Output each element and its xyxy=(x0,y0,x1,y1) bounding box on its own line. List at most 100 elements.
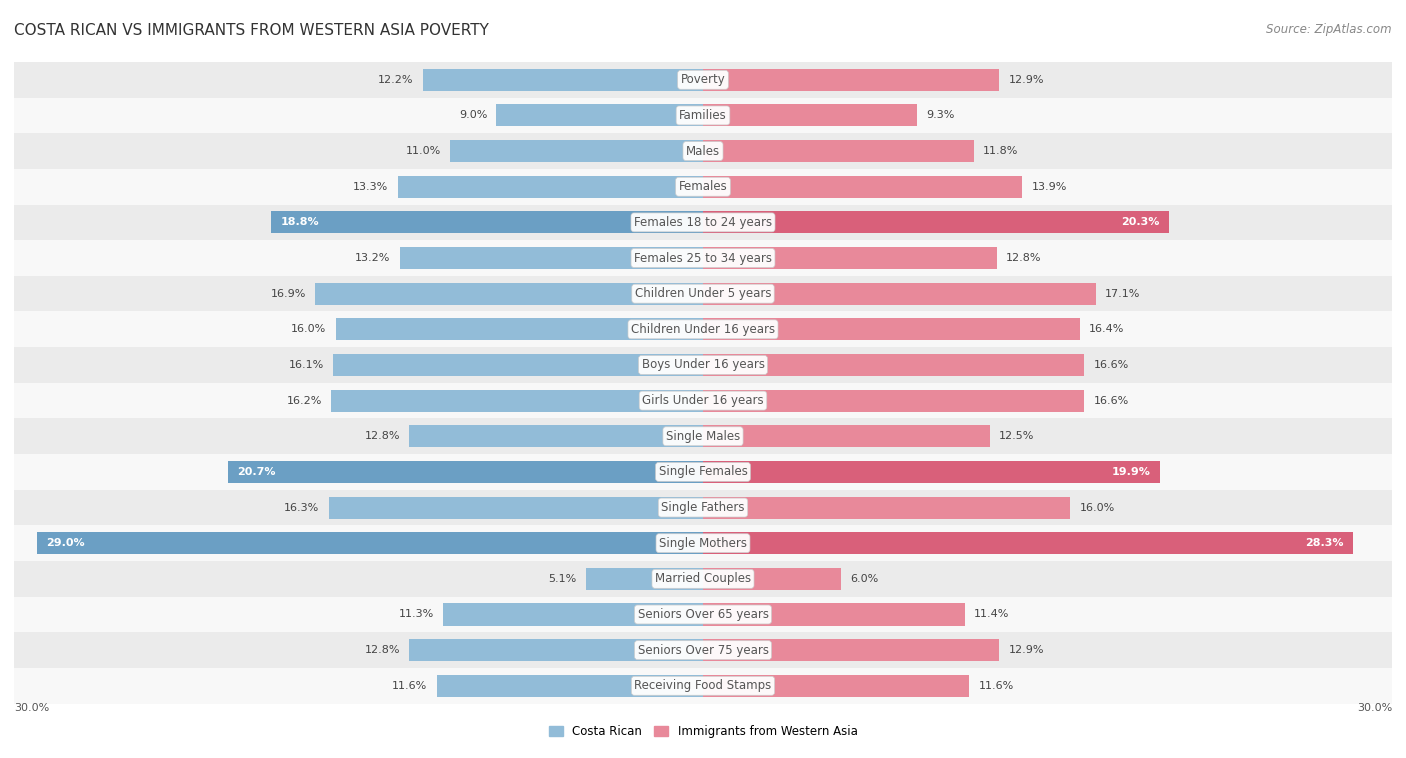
Bar xyxy=(14,383,1392,418)
Bar xyxy=(14,133,1392,169)
Text: 12.8%: 12.8% xyxy=(364,431,399,441)
Text: 12.8%: 12.8% xyxy=(364,645,399,655)
Bar xyxy=(586,568,703,590)
Text: Girls Under 16 years: Girls Under 16 years xyxy=(643,394,763,407)
Text: Seniors Over 65 years: Seniors Over 65 years xyxy=(637,608,769,621)
Bar xyxy=(14,454,1392,490)
Text: Poverty: Poverty xyxy=(681,74,725,86)
Text: 11.6%: 11.6% xyxy=(392,681,427,691)
Text: 13.3%: 13.3% xyxy=(353,182,388,192)
Text: 6.0%: 6.0% xyxy=(851,574,879,584)
Text: 9.3%: 9.3% xyxy=(925,111,955,121)
Text: 30.0%: 30.0% xyxy=(14,703,49,713)
Text: Females 25 to 34 years: Females 25 to 34 years xyxy=(634,252,772,265)
Text: Children Under 5 years: Children Under 5 years xyxy=(634,287,772,300)
Text: 11.6%: 11.6% xyxy=(979,681,1014,691)
Bar xyxy=(14,418,1392,454)
Text: Seniors Over 75 years: Seniors Over 75 years xyxy=(637,644,769,656)
Text: Single Males: Single Males xyxy=(666,430,740,443)
Bar xyxy=(703,639,1000,661)
Bar xyxy=(37,532,703,554)
Bar xyxy=(14,312,1392,347)
Text: 16.6%: 16.6% xyxy=(1094,360,1129,370)
Text: Boys Under 16 years: Boys Under 16 years xyxy=(641,359,765,371)
Text: Source: ZipAtlas.com: Source: ZipAtlas.com xyxy=(1267,23,1392,36)
Text: Married Couples: Married Couples xyxy=(655,572,751,585)
Bar xyxy=(14,62,1392,98)
Bar xyxy=(14,347,1392,383)
Bar xyxy=(333,354,703,376)
Text: 12.9%: 12.9% xyxy=(1008,645,1043,655)
Text: 13.2%: 13.2% xyxy=(356,253,391,263)
Text: Females 18 to 24 years: Females 18 to 24 years xyxy=(634,216,772,229)
Bar xyxy=(443,603,703,625)
Text: Single Females: Single Females xyxy=(658,465,748,478)
Text: 5.1%: 5.1% xyxy=(548,574,576,584)
Bar xyxy=(14,276,1392,312)
Text: COSTA RICAN VS IMMIGRANTS FROM WESTERN ASIA POVERTY: COSTA RICAN VS IMMIGRANTS FROM WESTERN A… xyxy=(14,23,489,38)
Bar xyxy=(409,639,703,661)
Text: 16.4%: 16.4% xyxy=(1088,324,1125,334)
Bar xyxy=(703,496,1070,518)
Text: 30.0%: 30.0% xyxy=(1357,703,1392,713)
Text: 16.3%: 16.3% xyxy=(284,503,319,512)
Bar xyxy=(703,176,1022,198)
Text: 9.0%: 9.0% xyxy=(458,111,486,121)
Bar xyxy=(450,140,703,162)
Bar xyxy=(703,69,1000,91)
Bar xyxy=(330,390,703,412)
Text: Single Fathers: Single Fathers xyxy=(661,501,745,514)
Text: 20.7%: 20.7% xyxy=(236,467,276,477)
Bar xyxy=(14,632,1392,668)
Text: 11.4%: 11.4% xyxy=(974,609,1010,619)
Text: Females: Females xyxy=(679,180,727,193)
Text: 12.8%: 12.8% xyxy=(1007,253,1042,263)
Text: 17.1%: 17.1% xyxy=(1105,289,1140,299)
Bar xyxy=(703,425,990,447)
Text: 16.0%: 16.0% xyxy=(1080,503,1115,512)
Text: 12.2%: 12.2% xyxy=(378,75,413,85)
Text: 16.2%: 16.2% xyxy=(287,396,322,406)
Text: 28.3%: 28.3% xyxy=(1305,538,1344,548)
Bar xyxy=(14,240,1392,276)
Text: 12.9%: 12.9% xyxy=(1008,75,1043,85)
Bar xyxy=(703,247,997,269)
Bar xyxy=(703,532,1353,554)
Bar xyxy=(14,169,1392,205)
Text: 16.1%: 16.1% xyxy=(288,360,323,370)
Text: Single Mothers: Single Mothers xyxy=(659,537,747,550)
Text: Families: Families xyxy=(679,109,727,122)
Bar xyxy=(228,461,703,483)
Bar xyxy=(437,675,703,697)
Text: 11.3%: 11.3% xyxy=(399,609,434,619)
Text: 16.9%: 16.9% xyxy=(270,289,305,299)
Text: 29.0%: 29.0% xyxy=(46,538,84,548)
Bar xyxy=(703,140,974,162)
Bar xyxy=(703,390,1084,412)
Bar xyxy=(703,461,1160,483)
Bar xyxy=(14,561,1392,597)
Bar xyxy=(315,283,703,305)
Bar xyxy=(329,496,703,518)
Text: Receiving Food Stamps: Receiving Food Stamps xyxy=(634,679,772,692)
Bar xyxy=(409,425,703,447)
Text: 16.0%: 16.0% xyxy=(291,324,326,334)
Bar xyxy=(14,525,1392,561)
Bar xyxy=(703,354,1084,376)
Text: 12.5%: 12.5% xyxy=(1000,431,1035,441)
Bar xyxy=(703,211,1170,233)
Bar xyxy=(398,176,703,198)
Bar xyxy=(703,105,917,127)
Text: Children Under 16 years: Children Under 16 years xyxy=(631,323,775,336)
Text: 11.0%: 11.0% xyxy=(406,146,441,156)
Bar xyxy=(14,205,1392,240)
Bar xyxy=(703,568,841,590)
Text: 19.9%: 19.9% xyxy=(1112,467,1152,477)
Text: 13.9%: 13.9% xyxy=(1032,182,1067,192)
Bar xyxy=(336,318,703,340)
Text: Males: Males xyxy=(686,145,720,158)
Text: 11.8%: 11.8% xyxy=(983,146,1018,156)
Bar xyxy=(496,105,703,127)
Bar xyxy=(14,597,1392,632)
Text: 16.6%: 16.6% xyxy=(1094,396,1129,406)
